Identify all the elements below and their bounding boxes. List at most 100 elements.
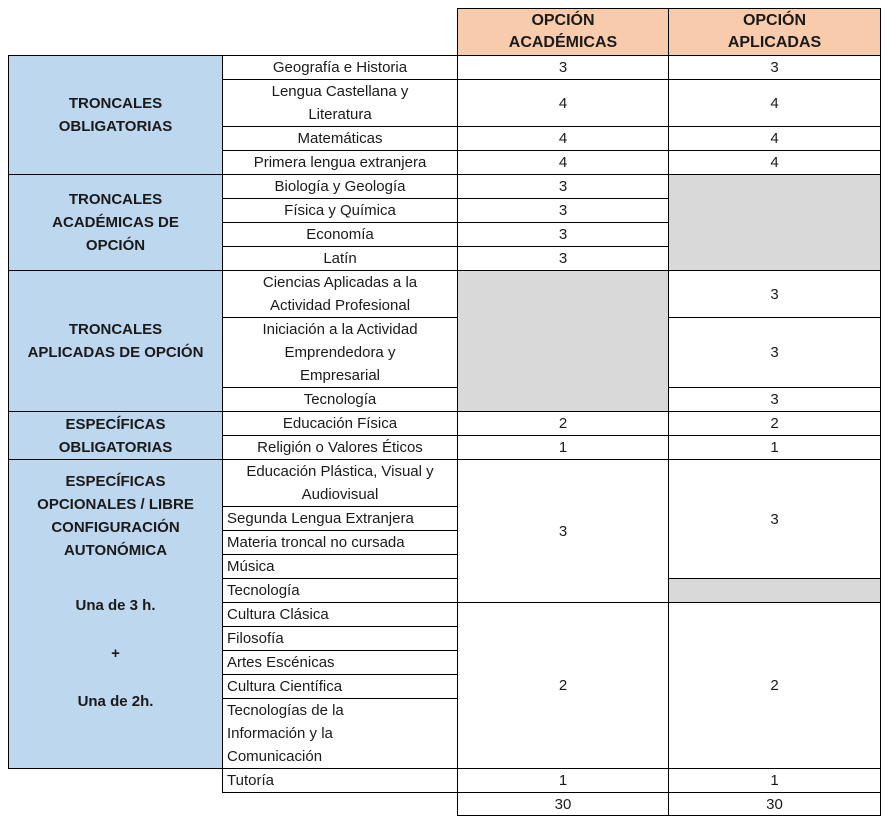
- subject-cell: Música: [222, 554, 458, 579]
- subject-label: Biología y Geología: [274, 178, 406, 195]
- subject-label: Economía: [306, 226, 374, 243]
- category-troncales-aplicadas: TRONCALES APLICADAS DE OPCIÓN: [8, 270, 223, 412]
- table-row: Matemáticas 4 4: [9, 126, 881, 151]
- hours-academicas-merged-cell: 3: [457, 459, 669, 603]
- hours-academicas-cell: 3: [457, 246, 669, 271]
- hours-academicas-cell: 4: [457, 79, 669, 127]
- hours-academicas-cell: 3: [457, 55, 669, 80]
- subject-label: Educación Física: [282, 415, 398, 432]
- header-academicas-line1: OPCIÓN: [531, 12, 595, 29]
- subject-cell: Educación Plástica, Visual y Audiovisual: [222, 459, 458, 507]
- subject-label: Artes Escénicas: [227, 654, 335, 671]
- subject-cell: Tecnologías de la Información y la Comun…: [222, 698, 458, 769]
- totals-spacer: [9, 793, 458, 816]
- subject-label: Audiovisual: [301, 486, 379, 503]
- table-row: Religión o Valores Éticos 1 1: [9, 435, 881, 460]
- subject-cell: Iniciación a la Actividad Emprendedora y…: [222, 317, 458, 388]
- subject-cell: Tutoría: [222, 768, 458, 793]
- subject-cell: Primera lengua extranjera: [222, 150, 458, 175]
- subject-cell: Tecnología: [222, 578, 458, 603]
- table-row: TRONCALES APLICADAS DE OPCIÓN Ciencias A…: [8, 270, 881, 412]
- category-troncales-academicas: TRONCALES ACADÉMICAS DE OPCIÓN: [8, 174, 223, 271]
- table-row: Materia troncal no cursada: [9, 530, 881, 555]
- subject-cell: Religión o Valores Éticos: [222, 435, 458, 460]
- subject-label: Actividad Profesional: [269, 297, 411, 314]
- hours-academicas-cell: 3: [457, 174, 669, 199]
- subject-cell: Materia troncal no cursada: [222, 530, 458, 555]
- hours-aplicadas-cell: 3: [668, 55, 881, 80]
- subject-label: Lengua Castellana y: [271, 83, 409, 100]
- subject-label: Matemáticas: [297, 130, 383, 147]
- header-academicas-line2: ACADÉMICAS: [508, 34, 618, 51]
- not-available-aplicadas-cell: [668, 174, 881, 271]
- table-row: TRONCALES OBLIGATORIAS Geografía e Histo…: [8, 55, 881, 175]
- category-line: ESPECÍFICAS: [65, 473, 166, 490]
- table-row: Cultura Clásica 2 2: [9, 602, 881, 769]
- subject-cell: Cultura Científica: [222, 674, 458, 699]
- not-available-academicas-cell: [457, 270, 669, 412]
- category-especificas-opcionales: ESPECÍFICAS OPCIONALES / LIBRE CONFIGURA…: [8, 459, 223, 769]
- subject-label: Iniciación a la Actividad: [262, 321, 418, 338]
- hours-aplicadas-cell: 3: [668, 270, 881, 318]
- subject-label: Empresarial: [299, 367, 381, 384]
- category-line: OBLIGATORIAS: [58, 438, 173, 456]
- category-line: OPCIÓN: [85, 237, 146, 254]
- table-row: Segunda Lengua Extranjera: [9, 506, 881, 531]
- hours-aplicadas-cell: 4: [668, 79, 881, 127]
- hours-aplicadas-merged-cell: 3: [668, 459, 881, 579]
- subject-label: Cultura Científica: [227, 678, 343, 695]
- hours-academicas-cell: 4: [457, 150, 669, 175]
- not-available-aplicadas-cell: [668, 578, 881, 603]
- subject-label: Emprendedora y: [284, 344, 396, 361]
- subject-label: Geografía e Historia: [272, 59, 408, 76]
- subject-cell: Tecnología: [222, 387, 458, 412]
- hours-aplicadas-cell: 1: [668, 435, 881, 460]
- header-aplicadas-line1: OPCIÓN: [742, 12, 807, 29]
- table-row: Tecnologías de la Información y la Comun…: [9, 698, 881, 769]
- category-line: ESPECÍFICAS: [65, 415, 166, 433]
- table-row: ESPECÍFICAS OBLIGATORIAS Educación Físic…: [8, 411, 881, 460]
- subject-label: Información y la: [227, 725, 333, 742]
- hours-academicas-cell: 3: [457, 222, 669, 247]
- category-line: TRONCALES: [68, 191, 163, 208]
- table-row: Filosofía: [9, 626, 881, 651]
- category-troncales-obligatorias: TRONCALES OBLIGATORIAS: [8, 55, 223, 175]
- header-aplicadas-line2: APLICADAS: [727, 34, 822, 51]
- subject-label: Tecnología: [303, 391, 377, 408]
- curriculum-table: OPCIÓN ACADÉMICAS OPCIÓN APLICADAS TRONC…: [8, 8, 881, 816]
- category-line: TRONCALES: [68, 95, 163, 112]
- subject-label: Tutoría: [227, 772, 274, 789]
- subject-cell: Educación Física: [222, 411, 458, 436]
- table-row: Lengua Castellana y Literatura 4 4: [9, 79, 881, 127]
- category-line: AUTONÓMICA: [63, 542, 168, 559]
- subject-cell: Geografía e Historia: [222, 55, 458, 80]
- subject-label: Literatura: [308, 106, 372, 123]
- hours-academicas-merged-cell: 2: [457, 602, 669, 769]
- subject-cell: Filosofía: [222, 626, 458, 651]
- category-note-una-de-2h: Una de 2h.: [77, 693, 154, 710]
- subject-cell: Lengua Castellana y Literatura: [222, 79, 458, 127]
- subject-label: Primera lengua extranjera: [253, 154, 427, 171]
- subject-cell: Ciencias Aplicadas a la Actividad Profes…: [222, 270, 458, 318]
- category-especificas-obligatorias: ESPECÍFICAS OBLIGATORIAS: [8, 411, 223, 460]
- subject-label: Segunda Lengua Extranjera: [227, 510, 414, 527]
- subject-cell: Artes Escénicas: [222, 650, 458, 675]
- subject-cell: Segunda Lengua Extranjera: [222, 506, 458, 531]
- subject-label: Filosofía: [227, 630, 284, 647]
- hours-academicas-cell: 1: [457, 768, 669, 793]
- subject-label: Cultura Clásica: [227, 606, 329, 623]
- total-academicas-cell: 30: [457, 792, 669, 816]
- subject-cell: Economía: [222, 222, 458, 247]
- category-note-una-de-3h: Una de 3 h.: [75, 597, 156, 614]
- table-row: Cultura Científica: [9, 674, 881, 699]
- subject-label: Tecnologías de la: [227, 702, 344, 719]
- table-row: Física y Química 3: [9, 198, 881, 223]
- hours-aplicadas-cell: 1: [668, 768, 881, 793]
- hours-academicas-cell: 2: [457, 411, 669, 436]
- category-line: CONFIGURACIÓN: [51, 519, 180, 536]
- subject-label: Latín: [323, 250, 357, 267]
- category-line: OBLIGATORIAS: [58, 118, 173, 135]
- hours-aplicadas-cell: 4: [668, 126, 881, 151]
- totals-row: 30 30: [9, 792, 881, 816]
- subject-label: Comunicación: [227, 748, 323, 765]
